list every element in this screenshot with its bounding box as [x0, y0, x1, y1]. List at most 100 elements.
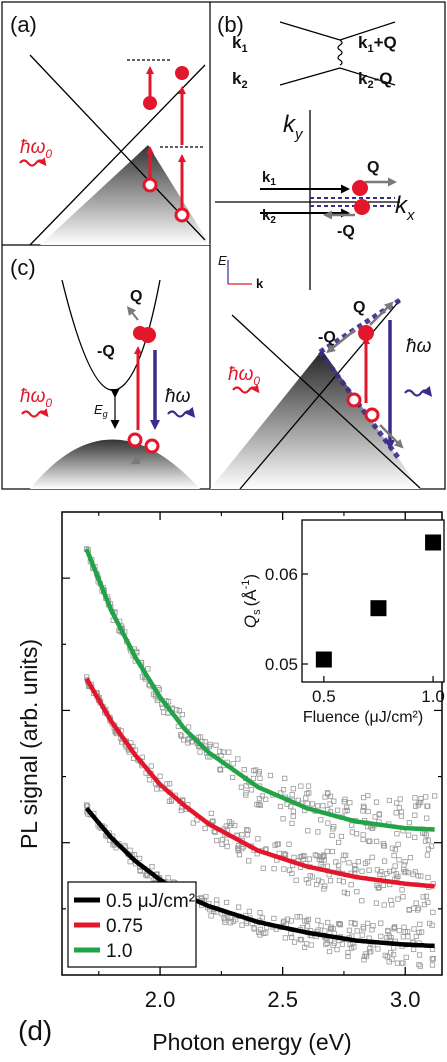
data-point	[361, 957, 367, 963]
data-point	[315, 829, 321, 835]
hole-dot	[174, 207, 190, 223]
data-point	[177, 732, 184, 738]
data-point	[354, 889, 360, 895]
data-point	[326, 948, 333, 955]
data-point	[297, 914, 303, 920]
valence-band	[30, 439, 200, 489]
data-point	[230, 918, 236, 924]
data-point	[291, 939, 298, 945]
data-point	[325, 791, 331, 797]
data-point	[416, 962, 422, 968]
data-point	[219, 841, 225, 847]
data-point	[260, 865, 266, 871]
data-point	[422, 838, 429, 844]
y-axis-label: PL signal (arb. units)	[16, 639, 42, 849]
data-point	[423, 893, 430, 899]
data-point	[222, 917, 228, 923]
k1-label: k1	[232, 33, 248, 55]
data-point	[304, 790, 310, 797]
data-point	[325, 919, 331, 926]
data-point	[214, 897, 220, 903]
data-point	[259, 793, 266, 799]
electron-dot	[175, 66, 189, 80]
data-point	[230, 761, 236, 767]
data-point	[359, 898, 365, 904]
data-point	[375, 946, 381, 952]
data-point	[208, 810, 214, 816]
pump-photon-label-c: ħω0	[20, 386, 52, 410]
data-point	[392, 863, 398, 869]
data-point	[277, 803, 284, 810]
data-point	[376, 811, 382, 817]
data-point	[145, 666, 151, 672]
data-point	[400, 934, 406, 940]
data-point	[226, 818, 233, 825]
inset-y-tick-label: 0.06	[265, 565, 298, 584]
panel-b-label: (b)	[217, 12, 244, 37]
data-point	[353, 867, 359, 873]
data-point	[375, 885, 381, 891]
data-point	[319, 879, 325, 885]
data-point	[428, 843, 435, 849]
data-point	[365, 792, 371, 799]
svg-text:Q: Q	[130, 288, 142, 305]
data-point	[324, 848, 330, 854]
data-point	[226, 749, 232, 755]
data-point	[424, 815, 430, 821]
data-point	[304, 800, 310, 807]
data-point	[412, 795, 418, 801]
dirac-line-b1	[231, 314, 421, 489]
legend-label: 0.75	[106, 916, 143, 937]
emission-branch	[318, 297, 402, 355]
data-point	[307, 873, 313, 879]
k1-plus-Q-label: k1+Q	[358, 33, 397, 55]
data-point	[289, 792, 295, 798]
valence-cone-a	[40, 145, 210, 245]
data-point	[412, 869, 419, 875]
data-point	[374, 838, 380, 844]
data-point	[366, 867, 372, 873]
data-point	[213, 742, 219, 748]
data-point	[394, 960, 401, 966]
emission-wave-icon	[404, 385, 433, 397]
data-point	[243, 827, 250, 833]
data-point	[305, 880, 312, 886]
data-point	[331, 798, 337, 804]
emission-wave-icon	[167, 406, 196, 418]
data-point	[418, 873, 424, 879]
data-point	[377, 871, 383, 878]
data-point	[309, 801, 316, 807]
data-point	[305, 916, 311, 922]
data-point	[334, 946, 340, 953]
data-point	[303, 795, 309, 801]
dirac-line-a1	[29, 54, 206, 241]
data-point	[366, 838, 372, 844]
data-point	[360, 808, 366, 814]
hole-dot	[364, 407, 380, 423]
data-point	[412, 834, 418, 840]
data-point	[346, 860, 352, 866]
data-point	[353, 831, 360, 837]
data-point	[369, 854, 375, 860]
data-point	[243, 783, 249, 789]
data-point	[381, 858, 388, 864]
data-point	[176, 708, 182, 714]
data-point	[280, 816, 286, 822]
data-point	[330, 826, 336, 832]
data-point	[381, 843, 387, 849]
data-point	[406, 820, 412, 826]
data-point	[341, 852, 347, 858]
data-point	[324, 940, 330, 946]
panel-c: (c) Eg Q -Q ħω0 ħω	[10, 255, 200, 489]
data-point	[318, 817, 324, 823]
data-point	[343, 804, 350, 810]
data-point	[308, 942, 314, 948]
data-point	[331, 940, 338, 946]
data-point	[239, 922, 245, 928]
data-point	[384, 954, 390, 960]
data-point	[341, 889, 348, 895]
data-point	[360, 832, 366, 838]
data-point	[322, 794, 328, 800]
data-point	[424, 852, 430, 858]
data-point	[166, 798, 173, 805]
